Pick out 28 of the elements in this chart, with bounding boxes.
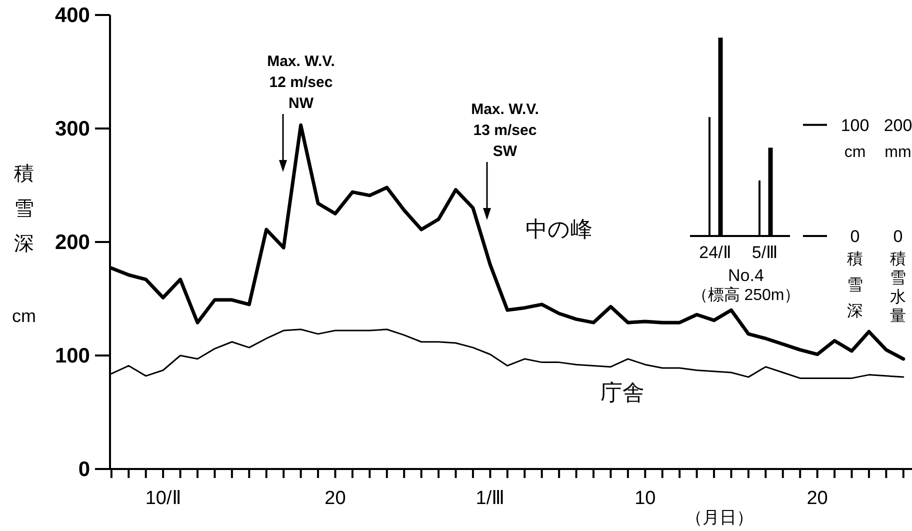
legend-label: 中の峰 [526,216,593,242]
y2-tick-label: 200 [884,116,912,135]
series-label: 庁舎 [600,380,645,405]
y-tick-label: 100 [54,344,90,368]
annotation: mm [884,144,912,161]
x-tick-label: 20 [806,488,828,509]
x-axis-title: No.4 [728,266,764,285]
y-tick-label: 200 [54,231,90,254]
y-tick-label: 0 [78,458,90,481]
x-tick-label: 20 [324,488,346,509]
x-axis-title: （月日） [686,508,754,527]
y2-axis-title: 積雪水量 [890,251,906,325]
x-tick-label: 10/Ⅱ [145,488,181,509]
annotation: Max. W.V. 12 m/sec NW [267,53,335,112]
y-tick-label: 300 [54,118,90,140]
x-tick-label: 24/Ⅱ [699,243,731,262]
annotation: Max. W.V. 13 m/sec SW [471,101,539,160]
text: cm [12,306,36,326]
x-tick-label: 10 [634,488,656,509]
y-tick-label: 100 [840,116,870,135]
y-axis-title: 積雪深 [847,251,863,320]
x-tick-label: 5/Ⅲ [752,243,778,262]
y2-tick-label: 0 [893,227,903,246]
annotation: cm [844,144,866,161]
y-tick-label: 400 [54,4,90,27]
x-tick-label: 1/Ⅲ [476,488,505,509]
y-axis-title: 積雪深 [14,163,34,255]
annotation: （標高 250m） [692,286,800,304]
